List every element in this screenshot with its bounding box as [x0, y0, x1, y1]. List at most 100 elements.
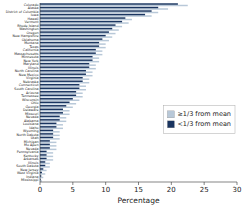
bar — [40, 109, 63, 110]
bar — [40, 73, 86, 74]
bar — [40, 140, 50, 141]
bar — [40, 144, 50, 145]
bar — [40, 54, 102, 55]
bar — [40, 128, 63, 129]
bar — [40, 5, 188, 6]
legend-frame — [163, 105, 235, 133]
bar — [40, 77, 83, 78]
bar — [40, 168, 43, 169]
bar — [40, 161, 45, 162]
legend-label: <1/3 from mean — [177, 120, 231, 128]
x-tick-label: 10 — [101, 186, 110, 194]
bar — [40, 133, 53, 134]
bar — [40, 152, 53, 153]
bar — [40, 96, 83, 97]
bar — [40, 121, 66, 122]
bar — [40, 10, 152, 11]
bar — [40, 78, 89, 79]
bar — [40, 130, 53, 131]
bar — [40, 35, 106, 36]
legend-label: ≥1/3 from mean — [177, 110, 231, 118]
bar — [40, 8, 168, 9]
bar — [40, 117, 66, 118]
bar — [40, 38, 102, 39]
bar — [40, 84, 79, 85]
bar — [40, 42, 99, 43]
bars — [40, 3, 188, 181]
bar — [40, 89, 86, 90]
bar — [40, 163, 50, 164]
legend-swatch — [167, 111, 174, 118]
bar — [40, 70, 86, 71]
bar — [40, 63, 89, 64]
bar — [40, 80, 83, 81]
x-tick-label: 30 — [233, 186, 242, 194]
bar — [40, 112, 63, 113]
bar — [40, 21, 122, 22]
bar — [40, 138, 60, 139]
category-label: Mississippi — [21, 178, 39, 182]
y-axis-line — [40, 3, 41, 182]
bar — [40, 131, 60, 132]
bar — [40, 7, 158, 8]
bar — [40, 88, 79, 89]
bar — [40, 68, 96, 69]
bar — [40, 156, 53, 157]
bar — [40, 142, 56, 143]
bar — [40, 61, 99, 62]
bar — [40, 165, 45, 166]
bar — [40, 50, 102, 51]
bar — [40, 40, 109, 41]
bar — [40, 173, 45, 174]
x-tick — [40, 182, 41, 185]
bar — [40, 135, 60, 136]
bar — [40, 177, 43, 178]
bar — [40, 75, 93, 76]
bar — [40, 33, 116, 34]
bar — [40, 102, 70, 103]
bar — [40, 149, 56, 150]
bar — [40, 103, 76, 104]
bar — [40, 24, 116, 25]
x-tick-label: 0 — [38, 186, 42, 194]
bar — [40, 64, 96, 65]
x-tick — [204, 182, 205, 185]
bar — [40, 105, 66, 106]
x-axis-label: Percentage — [117, 196, 160, 205]
bar — [40, 43, 106, 44]
bar — [40, 82, 89, 83]
bar — [40, 59, 93, 60]
bar — [40, 47, 106, 48]
bar — [40, 66, 89, 67]
bar — [40, 15, 152, 16]
bar — [40, 45, 99, 46]
bar — [40, 98, 73, 99]
bar — [40, 93, 83, 94]
bar — [40, 119, 60, 120]
bar — [40, 85, 86, 86]
bar — [40, 91, 76, 92]
bar — [40, 123, 56, 124]
bar — [40, 52, 96, 53]
bar — [40, 31, 109, 32]
bar — [40, 166, 50, 167]
x-tick — [237, 182, 238, 185]
bar — [40, 14, 145, 15]
bar — [40, 28, 112, 29]
bar — [40, 137, 53, 138]
legend-swatch — [167, 121, 174, 128]
bar — [40, 110, 70, 111]
bar — [40, 22, 129, 23]
bar — [40, 151, 47, 152]
bar — [40, 126, 56, 127]
bar — [40, 17, 125, 18]
bar — [40, 124, 63, 125]
bar — [40, 107, 73, 108]
bar — [40, 158, 47, 159]
bar — [40, 114, 70, 115]
bar — [40, 19, 132, 20]
legend: ≥1/3 from mean <1/3 from mean — [163, 105, 235, 133]
bar — [40, 26, 122, 27]
bar — [40, 49, 96, 50]
bar — [40, 159, 53, 160]
